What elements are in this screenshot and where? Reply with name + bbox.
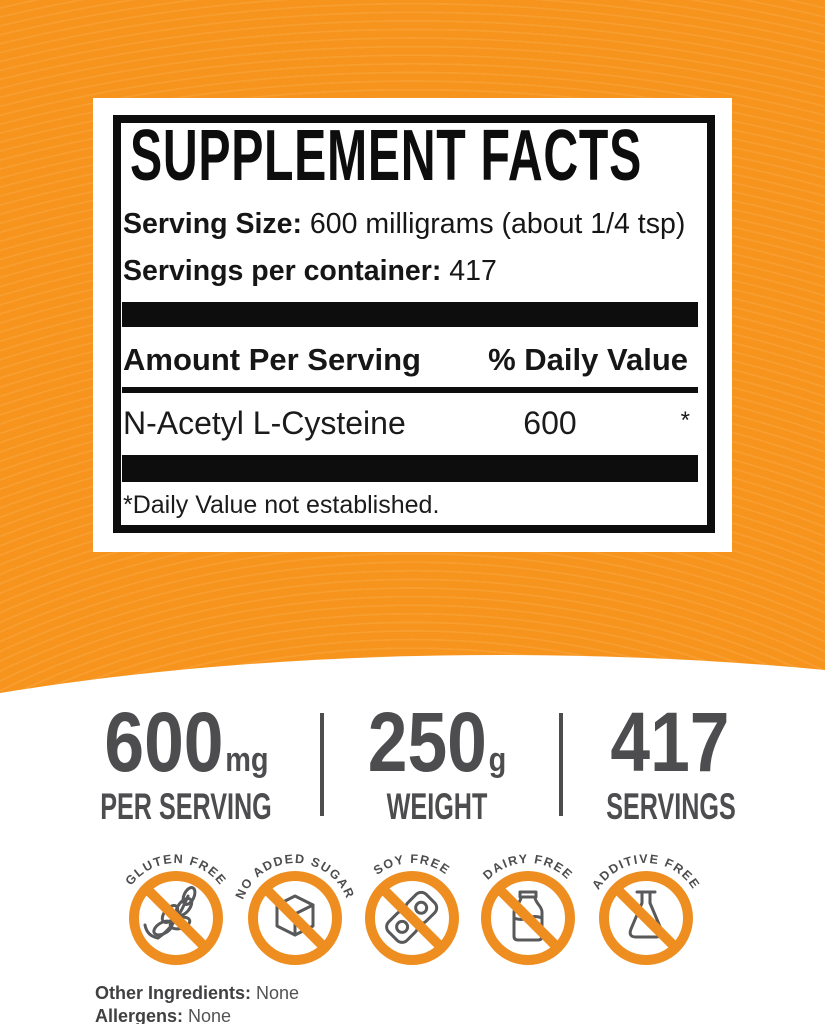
bottom-white-section [0, 715, 825, 1024]
stat-weight: 250g WEIGHT [356, 700, 519, 827]
other-ingredients-label: Other Ingredients: [95, 983, 252, 1003]
allergens-value: None [183, 1005, 232, 1024]
stat-value: 250g [368, 700, 507, 784]
panel-border: SUPPLEMENT FACTS Serving Size: 600 milli… [113, 115, 715, 533]
badge-additive-free: ADDITIVE FREE [589, 852, 701, 965]
white-curve [0, 655, 825, 720]
panel-title: SUPPLEMENT FACTS [130, 116, 642, 196]
stat-label: PER SERVING [100, 785, 272, 827]
badge-arc-label: GLUTEN FREE [123, 852, 230, 888]
badge-ring [248, 871, 342, 965]
stat-value: 417 [611, 700, 732, 784]
stat-divider [320, 713, 324, 816]
divider-bar-bottom [122, 455, 698, 482]
badge-ring [129, 871, 223, 965]
no-slash [612, 884, 680, 952]
badge-dairy-free: DAIRY FREE [480, 852, 575, 965]
stat-label: WEIGHT [386, 785, 488, 827]
column-header-row: Amount Per Serving % Daily Value [123, 342, 688, 378]
no-slash [142, 884, 210, 952]
serving-size-label: Serving Size: [123, 208, 302, 240]
allergens-label: Allergens: [95, 1005, 184, 1024]
badge-gluten-free: GLUTEN FREE [123, 852, 230, 965]
servings-per-container-value: 417 [441, 255, 497, 287]
header-rule [122, 387, 698, 393]
servings-per-container-row: Servings per container: 417 [123, 254, 497, 288]
supplement-facts-panel: SUPPLEMENT FACTS Serving Size: 600 milli… [93, 98, 732, 552]
stat-unit: mg [224, 741, 269, 779]
badge-ring [599, 871, 693, 965]
no-slash [261, 884, 329, 952]
footer-text: Other Ingredients: None Allergens: None [95, 982, 299, 1024]
stat-per-serving: 600mg PER SERVING [60, 700, 312, 827]
badge-no-added-sugar: NO ADDED SUGAR [235, 852, 355, 965]
divider-bar-top [122, 302, 698, 327]
stat-number-text: 250 [367, 695, 487, 789]
stat-unit: g [488, 741, 507, 779]
daily-value-header: % Daily Value [488, 342, 688, 377]
other-ingredients-value: None [251, 983, 300, 1003]
footer-other-ingredients: Other Ingredients: None [95, 982, 299, 1005]
badge-ring [481, 871, 575, 965]
servings-per-container-label: Servings per container: [123, 255, 442, 287]
ingredient-name: N-Acetyl L-Cysteine [123, 405, 406, 441]
badge-soy-free: SOY FREE [365, 852, 459, 965]
stat-number-text: 600 [103, 695, 224, 789]
stat-number-text: 417 [610, 695, 730, 789]
footer-allergens: Allergens: None [95, 1005, 299, 1024]
badge-ring [365, 871, 459, 965]
stat-label: SERVINGS [606, 785, 736, 827]
footnote: *Daily Value not established. [123, 491, 440, 519]
serving-size-value: 600 milligrams (about 1/4 tsp) [301, 208, 686, 240]
serving-size-row: Serving Size: 600 milligrams (about 1/4 … [123, 207, 685, 241]
amount-per-serving-header: Amount Per Serving [123, 342, 421, 377]
ingredient-row: N-Acetyl L-Cysteine 600 mg * [123, 403, 690, 481]
stat-divider [559, 713, 563, 816]
stat-servings: 417 SERVINGS [576, 700, 767, 827]
no-slash [378, 884, 446, 952]
no-slash [494, 884, 562, 952]
stat-value: 600mg [104, 700, 269, 784]
daily-value-asterisk: * [680, 407, 690, 434]
